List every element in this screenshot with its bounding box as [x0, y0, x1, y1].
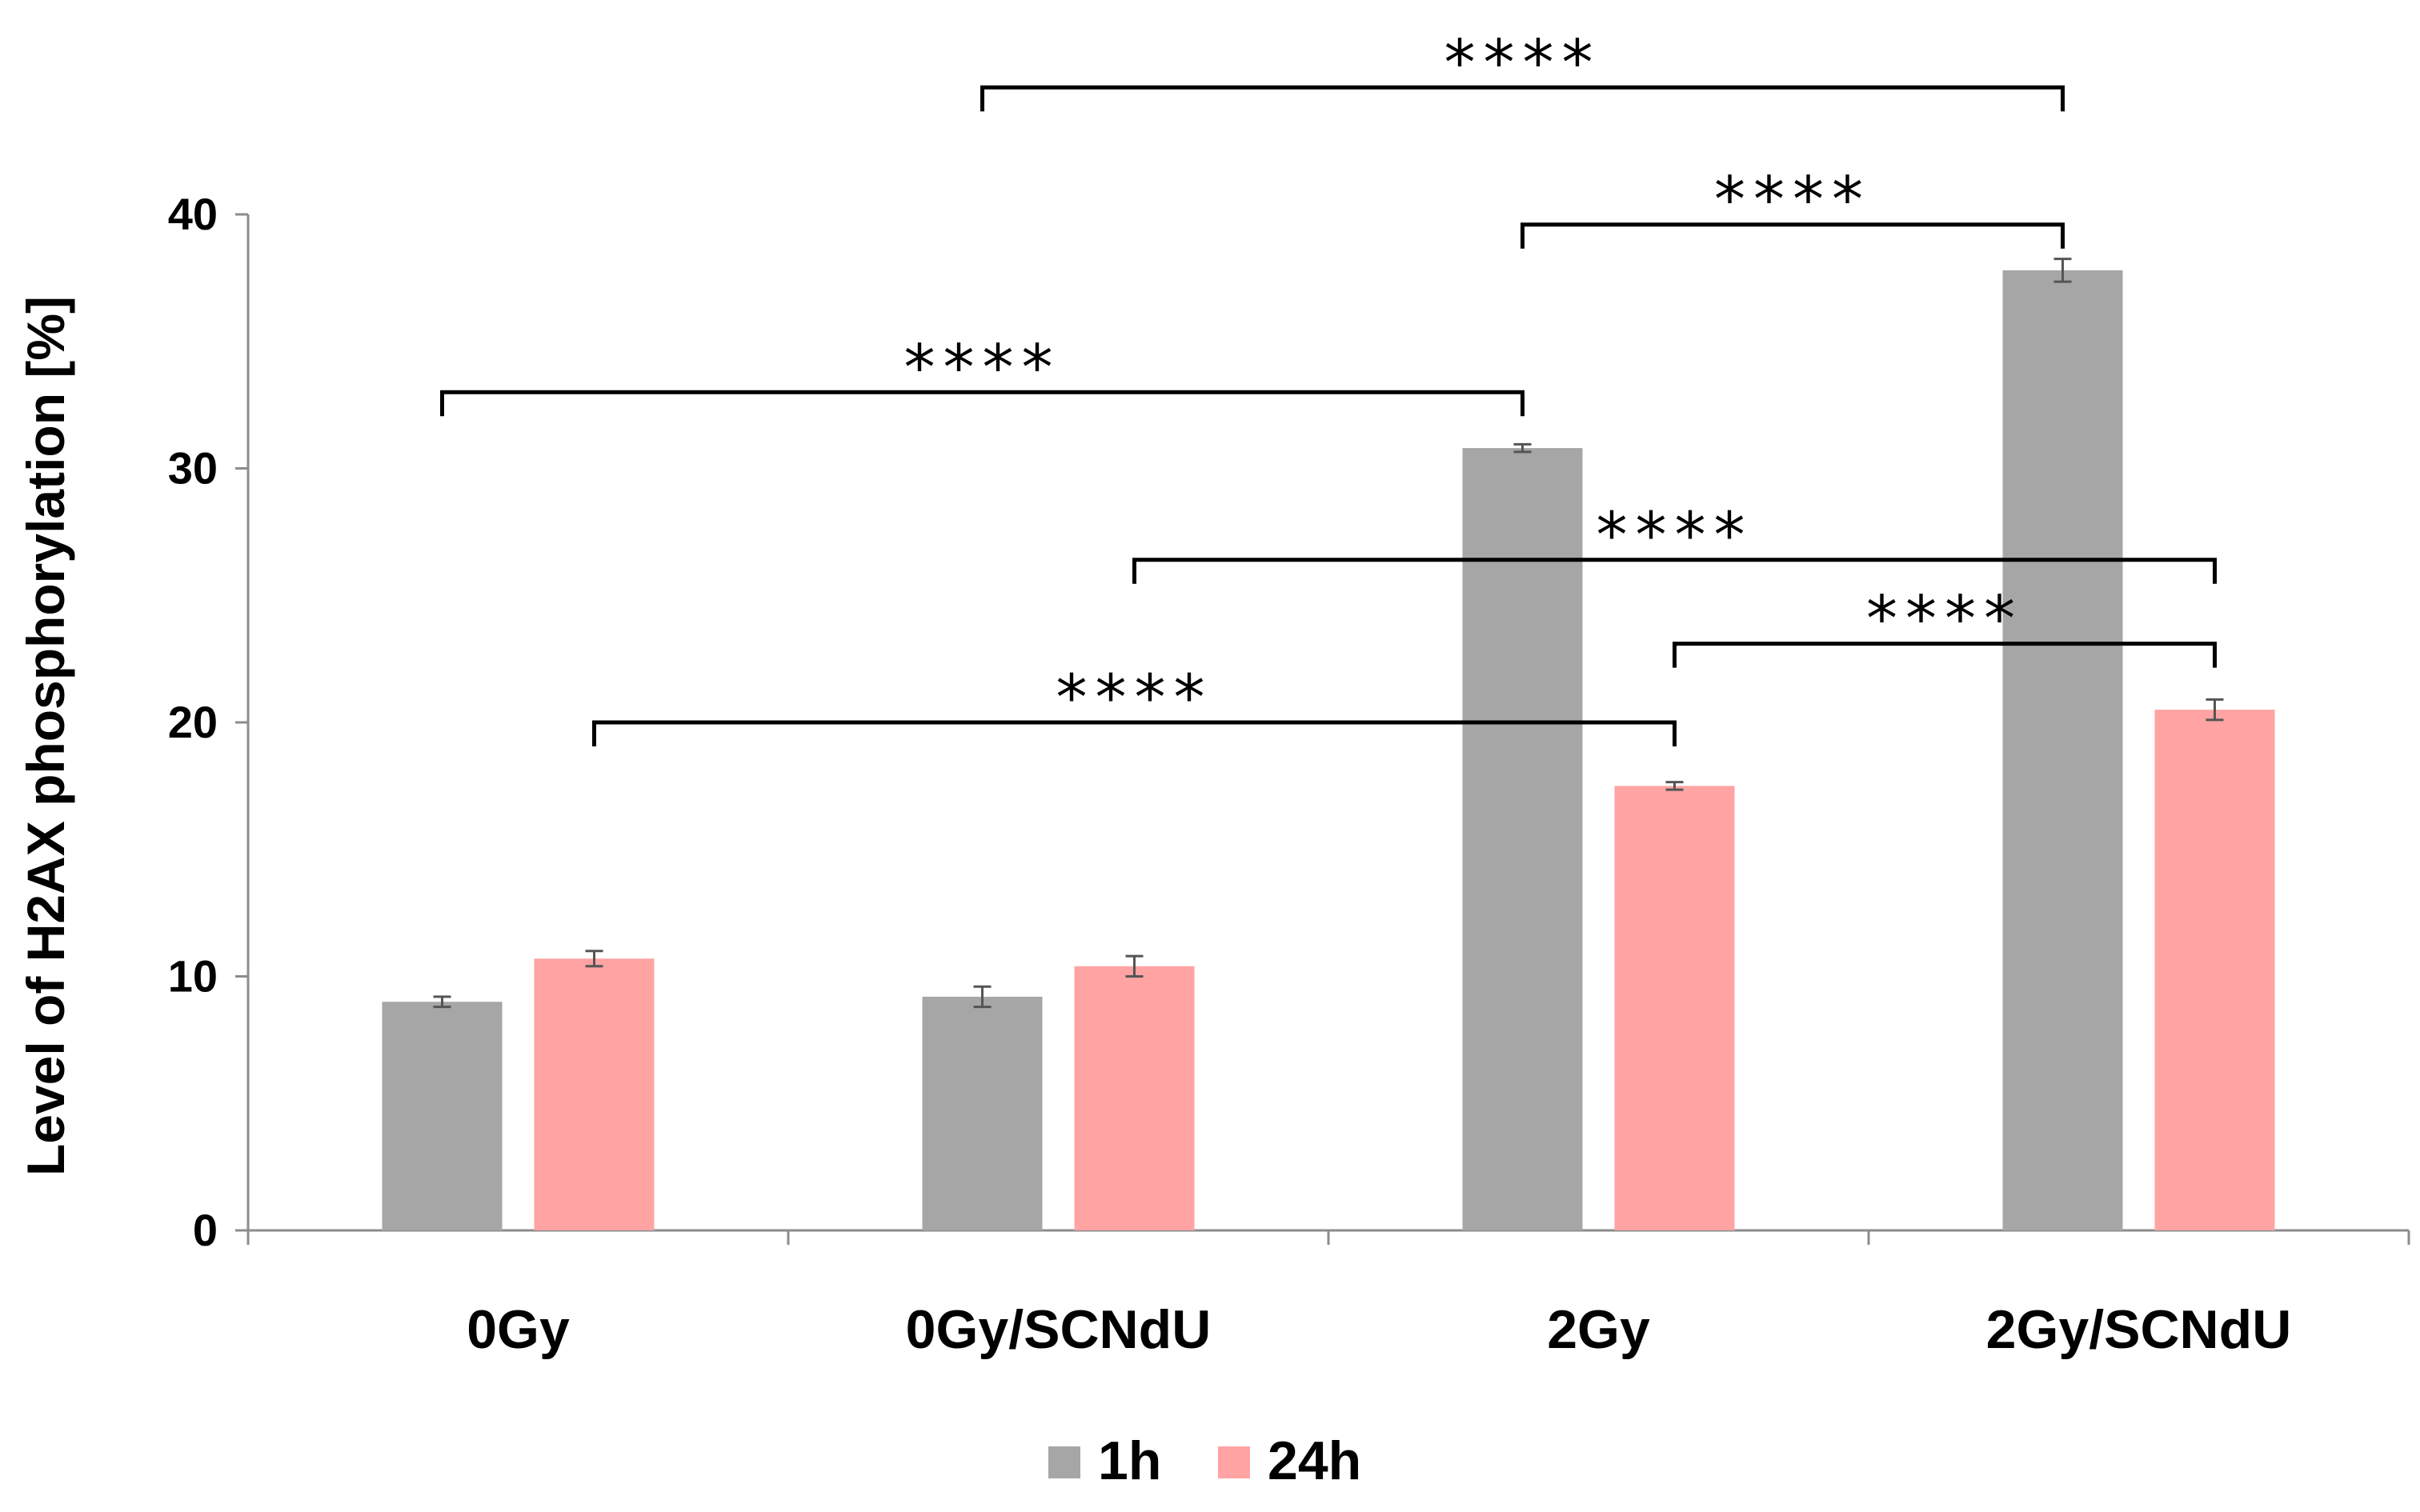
bar-24h-0Gy	[534, 958, 655, 1230]
significance-label: ****	[1056, 662, 1213, 734]
axes: 0 10 20 30 40 0Gy 0Gy/SCNdU 2Gy 2Gy/SCNdU	[168, 189, 2410, 1360]
bar-24h-2Gy/SCNdU	[2154, 710, 2275, 1230]
y-tick-label: 20	[168, 697, 218, 747]
significance-brackets: **** **** **** **** **** ****	[440, 27, 2217, 746]
bars	[382, 270, 2275, 1231]
significance-label: ****	[904, 332, 1061, 404]
significance-label: ****	[1866, 584, 2023, 656]
bar-1h-0Gy/SCNdU	[922, 996, 1043, 1230]
legend-swatch-24h	[1218, 1446, 1250, 1478]
y-tick-label: 10	[168, 951, 218, 1002]
bar-24h-2Gy	[1614, 786, 1735, 1230]
significance-bracket	[440, 390, 1525, 417]
bar-24h-0Gy/SCNdU	[1074, 966, 1195, 1230]
significance-bracket	[592, 720, 1677, 746]
significance-bracket	[1521, 222, 2065, 249]
x-category-label: 2Gy/SCNdU	[1986, 1299, 2292, 1360]
significance-bracket	[980, 85, 2065, 112]
significance-label: ****	[1714, 165, 1871, 237]
legend-label-24h: 24h	[1268, 1430, 1361, 1491]
bar-1h-2Gy/SCNdU	[2002, 270, 2123, 1231]
legend-swatch-1h	[1048, 1446, 1080, 1478]
x-category-label: 0Gy	[467, 1299, 570, 1360]
y-tick-label: 40	[168, 189, 218, 239]
significance-label: ****	[1444, 27, 1601, 99]
y-axis-title: Level of H2AX phosphorylation [%]	[16, 296, 75, 1176]
y-tick-label: 30	[168, 443, 218, 494]
legend: 1h 24h	[1048, 1430, 1361, 1491]
significance-bracket	[1132, 558, 2217, 584]
y-tick-label: 0	[193, 1205, 218, 1255]
bar-1h-2Gy	[1462, 448, 1583, 1230]
legend-label-1h: 1h	[1098, 1430, 1161, 1491]
significance-bracket	[1673, 642, 2217, 668]
error-bars	[433, 258, 2224, 1009]
significance-label: ****	[1597, 500, 1753, 572]
bar-1h-0Gy	[382, 1002, 503, 1230]
x-category-label: 0Gy/SCNdU	[906, 1299, 1212, 1360]
x-category-label: 2Gy	[1547, 1299, 1650, 1360]
